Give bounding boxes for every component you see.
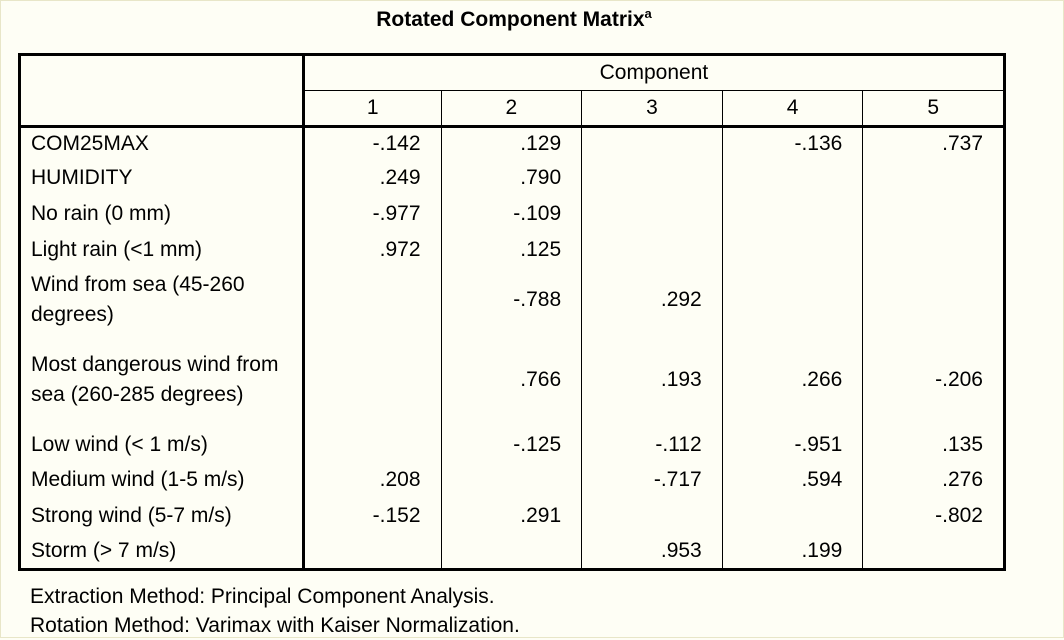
table-cell: -.109 [440,196,582,232]
table-cell: -.951 [721,428,863,462]
table-cell [862,196,1005,232]
table-row: Most dangerous wind from sea (260-285 de… [19,332,1005,428]
table-cell: -.206 [862,332,1005,428]
table-row: Low wind (< 1 m/s) -.125 -.112 -.951 .13… [19,428,1005,462]
table-cell: -.788 [440,268,582,332]
table-cell [581,160,723,196]
table-cell [721,498,863,534]
table-cell: -.136 [721,126,863,160]
column-header-4: 4 [721,90,863,128]
table-cell [862,160,1005,196]
table-cell: .193 [581,332,723,428]
table-cell [581,126,723,160]
title-footnote-marker: a [644,6,652,21]
row-label: Low wind (< 1 m/s) [19,428,305,462]
table-cell [721,196,863,232]
table-cell: .594 [721,462,863,498]
table-cell: .129 [440,126,582,160]
row-label: Light rain (<1 mm) [19,232,305,268]
column-header-1: 1 [303,90,442,128]
column-header-2: 2 [440,90,582,128]
table-row: Strong wind (5-7 m/s) -.152 .291 -.802 [19,498,1005,534]
row-label: COM25MAX [19,126,305,160]
table-cell: .249 [379,166,421,189]
rotated-component-matrix-table: Component 1 2 3 4 5 COM25MAX -.142 .129 … [18,53,1006,571]
table-row: Storm (> 7 m/s) .953 .199 [19,534,1005,570]
table-cell: .135 [862,428,1005,462]
table-cell [721,268,863,332]
row-label: Strong wind (5-7 m/s) [19,498,305,534]
table-cell [303,332,441,428]
table-cell [303,428,441,462]
table-cell [862,268,1005,332]
table-cell [303,268,441,332]
table-cell: -.717 [581,462,723,498]
table-row: COM25MAX -.142 .129 -.136 .737 [19,126,1005,160]
row-label: Medium wind (1-5 m/s) [19,462,305,498]
table-row: Light rain (<1 mm) .972 .125 [19,232,1005,268]
table-cell: .737 [862,126,1005,160]
extraction-method-note: Extraction Method: Principal Component A… [30,585,495,608]
table-cell [721,160,863,196]
table-cell: .276 [862,462,1005,498]
table-cell: -.152 [372,504,421,527]
table-cell: -.112 [581,428,723,462]
table-cell [581,498,723,534]
table-cell: -.142 [372,132,421,155]
table-cell: .790 [440,160,582,196]
table-cell: -.977 [372,202,421,225]
table-cell: .208 [379,468,421,491]
table-cell [721,232,863,268]
table-row: Medium wind (1-5 m/s) .208 -.717 .594 .2… [19,462,1005,498]
table-cell: .766 [440,332,582,428]
row-label: No rain (0 mm) [19,196,305,232]
header-row-numbers: 1 2 3 4 5 [20,90,1005,128]
component-group-header: Component [303,54,1005,91]
column-header-5: 5 [862,90,1005,128]
table-cell: -.125 [440,428,582,462]
table-cell [862,232,1005,268]
table-cell [581,196,723,232]
row-label: Storm (> 7 m/s) [19,534,305,570]
row-label: Wind from sea (45-260 degrees) [19,268,305,332]
table-cell: .291 [440,498,582,534]
corner-cell [19,54,305,128]
row-label: Most dangerous wind from sea (260-285 de… [19,332,305,428]
table-cell [440,534,582,570]
table-cell [581,232,723,268]
column-header-3: 3 [581,90,723,128]
table-row: No rain (0 mm) -.977 -.109 [19,196,1005,232]
table-cell: .199 [721,534,863,570]
table-cell [862,534,1005,570]
table-title: Rotated Component Matrixa [0,6,1028,32]
table-cell: .953 [581,534,723,570]
table-cell: .292 [581,268,723,332]
rotation-method-note: Rotation Method: Varimax with Kaiser Nor… [30,614,520,637]
table-cell [440,462,582,498]
table-cell: .125 [440,232,582,268]
table-row: HUMIDITY .249 .790 [19,160,1005,196]
table-body: COM25MAX -.142 .129 -.136 .737 HUMIDITY … [19,126,1005,570]
header-row-group: Component [19,54,1005,128]
table-cell: .972 [379,238,421,261]
table-row: Wind from sea (45-260 degrees) -.788 .29… [19,268,1005,332]
table-cell: -.802 [862,498,1005,534]
footnotes: Extraction Method: Principal Component A… [30,582,520,640]
table-cell [303,534,441,570]
row-label: HUMIDITY [19,160,305,196]
table-cell: .266 [721,332,863,428]
table-title-text: Rotated Component Matrix [376,8,645,31]
